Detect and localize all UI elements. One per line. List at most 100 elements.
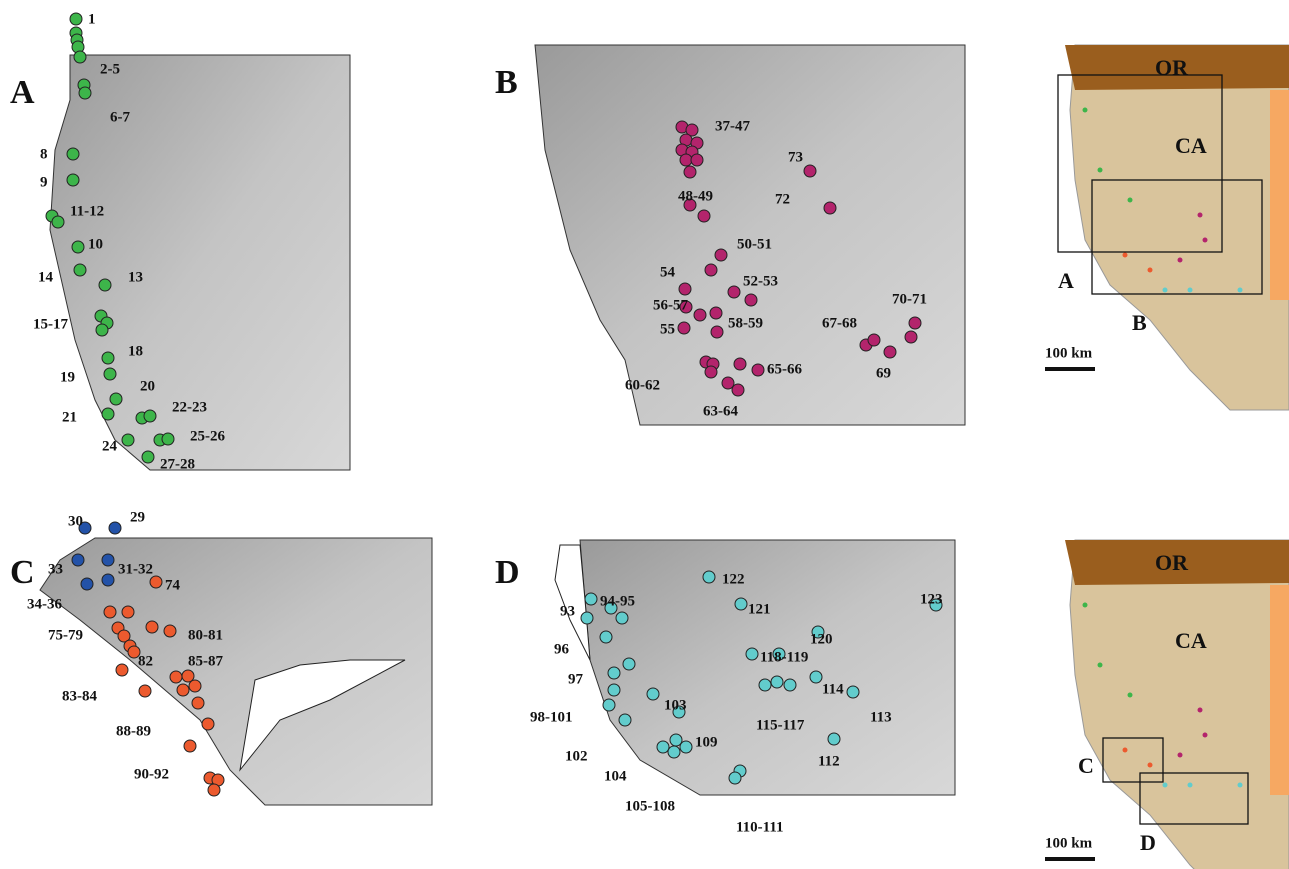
state-label: CA (1175, 133, 1207, 158)
site-marker (647, 688, 659, 700)
relief-c (40, 538, 432, 805)
site-label: 110-111 (736, 819, 784, 835)
site-marker (72, 554, 84, 566)
site-label: 56-57 (653, 297, 688, 313)
site-label: 83-84 (62, 688, 97, 704)
site-marker (99, 279, 111, 291)
site-marker (79, 87, 91, 99)
site-marker (102, 352, 114, 364)
site-marker (164, 625, 176, 637)
site-label: 2-5 (100, 61, 120, 77)
site-marker (608, 667, 620, 679)
site-marker (728, 286, 740, 298)
inset-site (1188, 783, 1193, 788)
site-marker (52, 216, 64, 228)
site-marker (150, 576, 162, 588)
site-label: 121 (748, 601, 771, 617)
site-marker (208, 784, 220, 796)
inset-site (1163, 288, 1168, 293)
site-label: 103 (664, 697, 687, 713)
site-marker (828, 733, 840, 745)
site-label: 122 (722, 571, 745, 587)
site-label: 34-36 (27, 596, 62, 612)
site-label: 10 (88, 236, 103, 252)
site-marker (711, 326, 723, 338)
site-marker (824, 202, 836, 214)
panel-letter: A (10, 74, 35, 111)
site-marker (884, 346, 896, 358)
scale-bar (1045, 857, 1095, 861)
site-label: 80-81 (188, 627, 223, 643)
site-marker (623, 658, 635, 670)
site-marker (784, 679, 796, 691)
site-marker (746, 648, 758, 660)
site-marker (110, 393, 122, 405)
site-marker (729, 772, 741, 784)
site-label: 97 (568, 671, 584, 687)
site-marker (619, 714, 631, 726)
inset-site (1198, 213, 1203, 218)
site-label: 58-59 (728, 315, 763, 331)
site-marker (600, 631, 612, 643)
inset-site (1098, 663, 1103, 668)
nevada (1270, 585, 1289, 795)
site-label: 70-71 (892, 291, 927, 307)
site-label: 118-119 (760, 649, 808, 665)
site-marker (67, 148, 79, 160)
site-label: 69 (876, 365, 891, 381)
site-label: 98-101 (530, 709, 573, 725)
site-label: 72 (775, 191, 790, 207)
inset-site (1198, 708, 1203, 713)
site-label: 54 (660, 264, 676, 280)
site-label: 31-32 (118, 561, 153, 577)
site-marker (184, 740, 196, 752)
site-label: 67-68 (822, 315, 857, 331)
scale-label: 100 km (1045, 345, 1093, 361)
state-label: OR (1155, 550, 1189, 575)
site-marker (684, 166, 696, 178)
site-marker (70, 13, 82, 25)
site-label: 33 (48, 561, 63, 577)
site-marker (678, 322, 690, 334)
site-label: 24 (102, 438, 118, 454)
site-label: 27-28 (160, 456, 195, 472)
site-label: 104 (604, 768, 627, 784)
site-marker (202, 718, 214, 730)
site-marker (732, 384, 744, 396)
site-label: 14 (38, 269, 54, 285)
site-marker (616, 612, 628, 624)
site-marker (142, 451, 154, 463)
panel-letter: C (10, 554, 35, 591)
site-label: 19 (60, 369, 75, 385)
site-label: 11-12 (70, 203, 104, 219)
site-label: 73 (788, 149, 803, 165)
site-label: 1 (88, 11, 96, 27)
site-label: 55 (660, 321, 675, 337)
inset-site (1188, 288, 1193, 293)
site-marker (804, 165, 816, 177)
inset-site (1083, 603, 1088, 608)
scale-bar (1045, 367, 1095, 371)
site-label: 63-64 (703, 403, 738, 419)
site-label: 88-89 (116, 723, 151, 739)
site-label: 65-66 (767, 361, 802, 377)
site-marker (102, 574, 114, 586)
inset-map: ORCACD100 km (1045, 540, 1289, 869)
inset-site (1203, 733, 1208, 738)
site-marker (109, 522, 121, 534)
site-label: 120 (810, 631, 833, 647)
inset-site (1238, 288, 1243, 293)
inset-site (1238, 783, 1243, 788)
site-label: 75-79 (48, 627, 83, 643)
site-marker (698, 210, 710, 222)
site-label: 85-87 (188, 653, 223, 669)
site-marker (102, 408, 114, 420)
site-marker (847, 686, 859, 698)
site-label: 18 (128, 343, 143, 359)
land (1070, 540, 1289, 869)
site-marker (735, 598, 747, 610)
inset-site (1178, 258, 1183, 263)
inset-site (1203, 238, 1208, 243)
inset-site (1128, 693, 1133, 698)
inset-site (1148, 763, 1153, 768)
